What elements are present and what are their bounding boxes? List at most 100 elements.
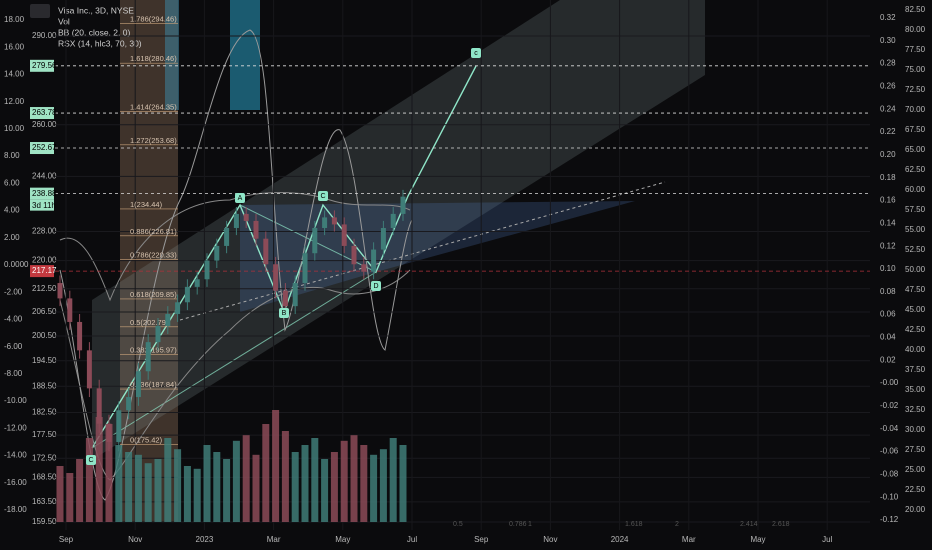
x-tick-label: Nov xyxy=(543,535,557,544)
candle-body xyxy=(165,314,171,326)
tick-label: 77.50 xyxy=(905,45,926,54)
x-tick-label: Sep xyxy=(474,535,489,544)
volume-bar xyxy=(154,459,162,522)
fib-label: 1.786(294.46) xyxy=(130,15,177,24)
fib-extension-label: 2.618 xyxy=(772,521,790,528)
tick-label: 55.00 xyxy=(905,225,926,234)
fib-label: 0.886(226.81) xyxy=(130,227,177,236)
fib-label: 0(175.42) xyxy=(130,436,163,445)
tick-label: 0.30 xyxy=(880,36,896,45)
candle-body xyxy=(341,224,347,246)
candle-body xyxy=(282,290,288,307)
tick-label: -0.12 xyxy=(880,515,899,524)
price-tag xyxy=(30,142,54,155)
tick-label: 62.50 xyxy=(905,165,926,174)
tick-label: 182.50 xyxy=(32,408,57,417)
tick-label: 6.00 xyxy=(4,178,20,187)
tick-label: 20.00 xyxy=(905,505,926,514)
tick-label: -0.10 xyxy=(880,492,899,501)
tick-label: 52.50 xyxy=(905,245,926,254)
x-tick-label: Sep xyxy=(59,535,74,544)
fib-extension-label: 1 xyxy=(528,521,532,528)
volume-bar xyxy=(272,410,280,522)
tick-label: 25.00 xyxy=(905,465,926,474)
tick-label: -16.00 xyxy=(4,478,27,487)
tick-label: 177.50 xyxy=(32,430,57,439)
x-tick-label: 2024 xyxy=(611,535,629,544)
price-tag xyxy=(30,107,54,120)
candle-body xyxy=(86,350,92,389)
tick-label: 163.50 xyxy=(32,497,57,506)
tick-label: -12.00 xyxy=(4,423,27,432)
x-tick-label: Mar xyxy=(267,535,281,544)
volume-bar xyxy=(66,473,74,522)
price-tag-label: 238.88 xyxy=(32,189,57,198)
volume-bar xyxy=(203,445,211,522)
fib-label: 1.272(253.68) xyxy=(130,136,177,145)
pattern-label: A xyxy=(238,195,243,202)
candle-body xyxy=(106,423,112,442)
candle-body xyxy=(126,397,132,411)
indicator: BB (20, close, 2, 0) xyxy=(58,27,130,37)
pattern-label: C xyxy=(320,193,325,200)
volume-bar xyxy=(95,417,103,522)
candle-body xyxy=(331,217,337,225)
tick-label: 244.00 xyxy=(32,172,57,181)
tick-label: 260.00 xyxy=(32,120,57,129)
candle-body xyxy=(96,388,102,424)
candle-body xyxy=(155,325,161,343)
tick-label: 200.50 xyxy=(32,331,57,340)
tick-label: 0.16 xyxy=(880,196,896,205)
tick-label: 4.00 xyxy=(4,206,20,215)
candle-body xyxy=(194,279,200,287)
pattern-label: B xyxy=(282,310,287,317)
fib-time-zone xyxy=(230,0,260,110)
volume-bar xyxy=(105,424,113,522)
tick-label: 32.50 xyxy=(905,405,926,414)
volume-bar xyxy=(389,438,397,522)
tick-label: 0.18 xyxy=(880,173,896,182)
x-tick-label: Mar xyxy=(682,535,696,544)
tick-label: 0.08 xyxy=(880,287,896,296)
volume-bar xyxy=(379,449,387,522)
candle-body xyxy=(175,302,181,315)
tick-label: 228.00 xyxy=(32,227,57,236)
volume-bar xyxy=(134,454,142,522)
tick-label: 22.50 xyxy=(905,485,926,494)
tick-label: 75.00 xyxy=(905,65,926,74)
pattern-label: c xyxy=(474,50,478,57)
tick-label: 0.32 xyxy=(880,13,896,22)
tick-label: 159.50 xyxy=(32,517,57,526)
volume-bar xyxy=(330,452,338,522)
tick-label: 47.50 xyxy=(905,285,926,294)
fib-label: 1.618(280.46) xyxy=(130,54,177,63)
candle-body xyxy=(145,342,151,372)
tick-label: 2.00 xyxy=(4,233,20,242)
fib-label: 0.618(209.85) xyxy=(130,290,177,299)
indicator: RSX (14, hlc3, 70, 30) xyxy=(58,38,142,48)
volume-bar xyxy=(301,445,309,522)
volume-bar xyxy=(164,438,172,522)
price-tag xyxy=(30,59,54,72)
candle-body xyxy=(67,298,73,322)
pattern-label: C xyxy=(88,457,93,464)
candle-body xyxy=(361,264,367,272)
volume-bar xyxy=(56,466,64,522)
pattern-point xyxy=(86,455,96,465)
tick-label: 8.00 xyxy=(4,151,20,160)
tick-label: -18.00 xyxy=(4,505,27,514)
triangle-pattern xyxy=(240,201,635,312)
fib-label: 0.5(202.79) xyxy=(130,318,169,327)
candle-body xyxy=(380,227,386,250)
price-tag-label: 263.78 xyxy=(32,108,57,117)
trend-line xyxy=(179,181,666,321)
tick-label: 290.00 xyxy=(32,31,57,40)
fib-label: 0.382(195.97) xyxy=(130,346,177,355)
tick-label: 0.14 xyxy=(880,218,896,227)
tick-label: 72.50 xyxy=(905,85,926,94)
volume-bar xyxy=(242,435,250,522)
tick-label: 0.24 xyxy=(880,104,896,113)
tick-label: 206.50 xyxy=(32,307,57,316)
tick-label: 82.50 xyxy=(905,5,926,14)
